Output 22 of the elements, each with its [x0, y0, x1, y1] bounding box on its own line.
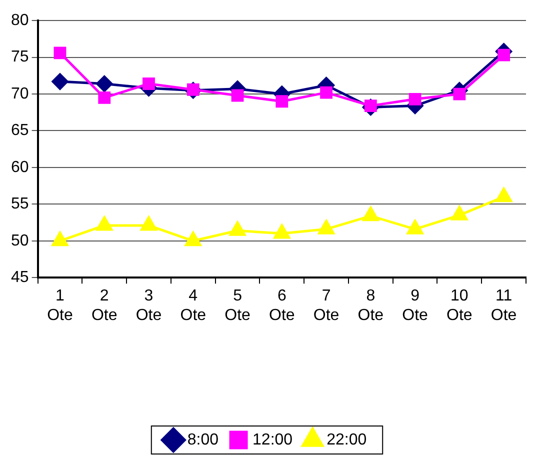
- legend-label: 22:00: [326, 431, 367, 448]
- x-tick-label: 6 Ote: [269, 288, 295, 324]
- y-tick-label: 50: [11, 232, 29, 250]
- y-tick-label: 45: [11, 269, 29, 286]
- x-tick-label: 3 Ote: [136, 288, 162, 324]
- legend-label: 12:00: [252, 431, 293, 448]
- x-tick-label: 2 Ote: [91, 288, 118, 324]
- y-tick-label: 65: [11, 122, 29, 140]
- x-tick-label: 5 Ote: [224, 288, 251, 324]
- x-tick-label: 10 Ote: [446, 288, 472, 324]
- y-tick-label: 70: [11, 85, 29, 102]
- x-tick-label: 4 Ote: [180, 288, 206, 324]
- x-tick-label: 1 Ote: [47, 288, 73, 324]
- y-tick-label: 55: [11, 196, 29, 213]
- legend-label: 8:00: [187, 431, 219, 448]
- y-tick-label: 60: [11, 158, 29, 176]
- x-tick-label: 11 Ote: [490, 288, 517, 324]
- y-tick-label: 80: [11, 12, 29, 30]
- x-tick-label: 9 Ote: [402, 288, 428, 324]
- x-tick-label: 7 Ote: [313, 288, 340, 324]
- x-tick-label: 8 Ote: [358, 288, 384, 324]
- y-tick-label: 75: [11, 48, 29, 66]
